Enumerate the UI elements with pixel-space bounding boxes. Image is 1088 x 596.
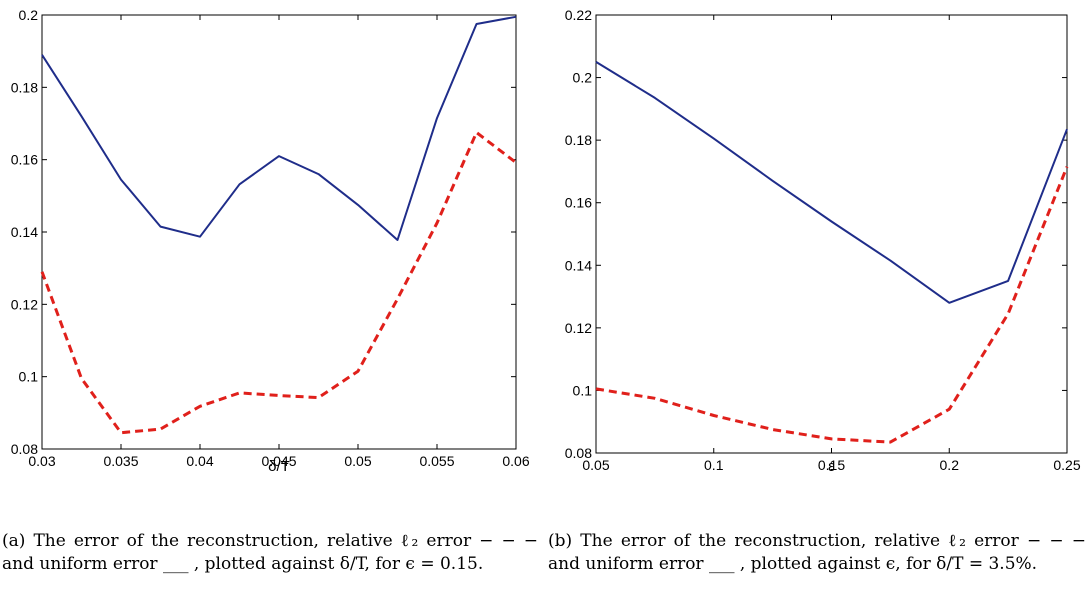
plot-frame xyxy=(41,14,517,450)
y-tick-label: 0.14 xyxy=(565,257,592,273)
series-relative-l2-error xyxy=(40,131,517,435)
y-tick-label: 0.08 xyxy=(11,441,38,457)
charts-svg: 0.03 0.035 0.04 0.045 0.05 0.055 0.060.080.10.… xyxy=(11,7,1081,475)
x-tick-label: 0.04 xyxy=(186,453,213,469)
x-tick-label: 0.25 xyxy=(1053,457,1080,473)
y-tick-label: 0.08 xyxy=(565,445,592,461)
series-uniform-error xyxy=(41,15,517,241)
chart-right: 0.05 0.1 0.15 0.2 0.25 0.08 0.1 0.12 0.14 0.16 0.1… xyxy=(565,7,1081,475)
y-tick-label: 0.12 xyxy=(565,320,592,336)
y-tick-label: 0.1 xyxy=(19,369,39,385)
series-uniform-error xyxy=(595,61,1068,304)
y-tick-label: 0.16 xyxy=(565,195,592,211)
x-tick-label: 0.15 xyxy=(818,457,845,473)
x-tick-label: 0.1 xyxy=(704,457,724,473)
x-tick-label: 0.055 xyxy=(419,453,454,469)
y-tick-label: 0.18 xyxy=(11,79,38,95)
plot-frame xyxy=(595,14,1068,454)
x-axis-label: ε xyxy=(828,458,835,475)
series-relative-l2-error xyxy=(595,166,1069,444)
y-tick-label: 0.12 xyxy=(11,296,38,312)
y-tick-label: 0.1 xyxy=(573,382,593,398)
y-tick-label: 0.2 xyxy=(19,7,39,23)
x-tick-label: 0.05 xyxy=(582,457,609,473)
caption-left: (a) The error of the reconstruction, rel… xyxy=(2,531,538,574)
x-tick-label: 0.035 xyxy=(103,453,138,469)
y-tick-label: 0.18 xyxy=(565,132,592,148)
y-tick-label: 0.16 xyxy=(11,152,38,168)
y-tick-label: 0.14 xyxy=(11,224,38,240)
caption-right: (b) The error of the reconstruction, rel… xyxy=(548,531,1086,574)
x-tick-label: 0.03 xyxy=(28,453,55,469)
x-tick-label: 0.2 xyxy=(940,457,960,473)
chart-left: 0.03 0.035 0.04 0.045 0.05 0.055 0.06 0.08 0.1 0.… xyxy=(11,7,530,475)
x-axis-label: δ/T xyxy=(268,458,290,475)
x-tick-label: 0.05 xyxy=(344,453,371,469)
y-tick-label: 0.2 xyxy=(573,70,593,86)
x-tick-label: 0.06 xyxy=(502,453,529,469)
y-tick-label: 0.22 xyxy=(565,7,592,23)
x-tick-label: 0.045 xyxy=(261,453,296,469)
